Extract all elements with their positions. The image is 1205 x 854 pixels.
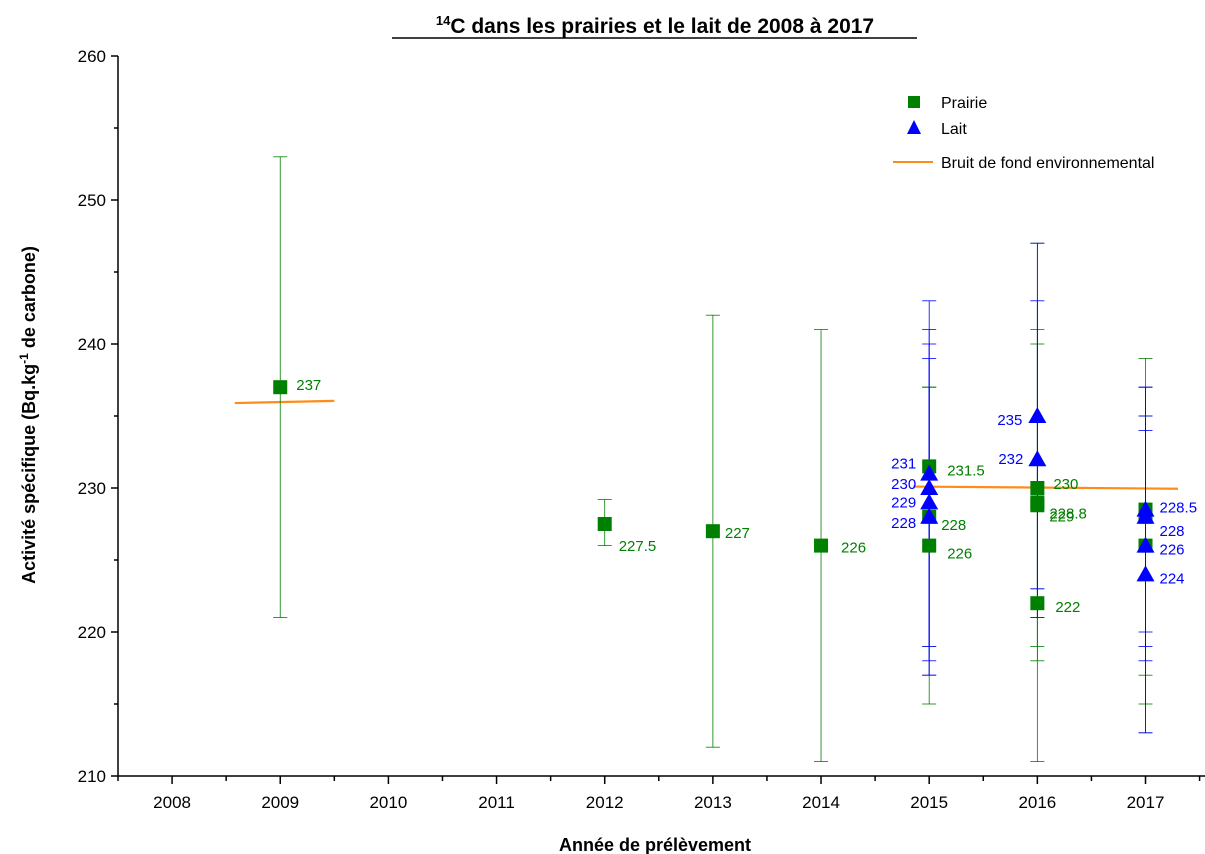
lait-marker [920,507,939,524]
prairie-marker [814,538,829,553]
x-tick-label: 2011 [478,793,515,812]
prairie-data-label: 229 [1049,508,1074,525]
lait-data-label: 231 [891,456,916,473]
chart-title: 14C dans les prairies et le lait de 2008… [436,13,874,38]
y-axis-ticks: 210 220 230 240 250 260 [78,47,118,786]
prairie-data-label: 228.8 [1049,505,1087,522]
lait-data-label: 228 [891,515,916,532]
prairie-marker [1030,495,1045,510]
lait-marker [920,493,939,510]
y-tick-label: 230 [78,479,106,498]
x-tick-label: 2017 [1127,793,1165,812]
lait-data-label: 235 [997,412,1022,429]
y-tick-label: 250 [78,191,106,210]
x-tick-label: 2016 [1018,793,1056,812]
prairie-data-label: 237 [296,377,321,394]
chart-title-superscript: 14 [436,13,451,28]
lait-marker [1136,565,1155,582]
y-axis-title-prefix: Activité spécifique (Bq.kg [19,364,39,584]
x-axis-title: Année de prélèvement [559,835,751,854]
y-tick-label: 260 [78,47,106,66]
y-axis-title-suffix: de carbone) [19,246,39,353]
y-tick-label: 210 [78,767,106,786]
x-tick-label: 2009 [261,793,299,812]
prairie-data-label: 227 [725,525,750,542]
legend-prairie-label: Prairie [941,95,987,112]
legend-background-line-label: Bruit de fond environnemental [941,155,1154,172]
chart-title-group: 14C dans les prairies et le lait de 2008… [392,13,917,39]
prairie-data-label: 226 [947,546,972,563]
prairie-marker [705,524,720,539]
lait-marker [1028,450,1047,467]
error-bars [273,156,1153,762]
x-tick-label: 2008 [153,793,191,812]
prairie-data-label: 228 [1160,523,1185,540]
data-labels: 237227.5227226231.5228226230228.82292222… [296,377,1197,616]
data-markers [273,380,1155,611]
lait-marker [1028,407,1047,423]
prairie-marker [273,380,288,395]
background-noise-lines [234,399,1178,490]
y-axis-title: Activité spécifique (Bq.kg-1 de carbone) [17,246,39,584]
prairie-marker [1030,596,1045,611]
prairie-data-label: 226 [1160,542,1185,559]
lait-data-label: 229 [891,494,916,511]
lait-marker [920,464,939,481]
legend-lait-label: Lait [941,121,967,138]
background-noise-line [912,485,1178,490]
prairie-data-label: 228.5 [1160,500,1198,517]
lait-marker [1136,536,1155,553]
lait-marker [920,479,939,495]
prairie-marker [922,538,937,553]
prairie-marker [597,517,612,531]
lait-data-label: 230 [891,476,916,493]
x-tick-label: 2012 [586,793,624,812]
prairie-data-label: 227.5 [619,538,657,555]
prairie-data-label: 230 [1053,476,1078,493]
x-tick-label: 2010 [369,793,407,812]
y-tick-label: 240 [78,335,106,354]
lait-data-label: 224 [1160,570,1185,587]
lait-data-label: 232 [998,451,1023,468]
legend-prairie-swatch [908,96,920,108]
x-tick-label: 2015 [910,793,948,812]
prairie-marker [1030,481,1045,495]
x-tick-label: 2014 [802,793,840,812]
prairie-data-label: 231.5 [947,462,985,479]
x-axis-ticks: 2008 2009 2010 2011 2012 2013 2014 2015 2016 2017 [117,776,1201,812]
prairie-data-label: 228 [941,517,966,534]
prairie-data-label: 222 [1055,599,1080,616]
chart-title-text: C dans les prairies et le lait de 2008 à… [450,15,874,38]
y-axis-title-superscript: -1 [17,353,31,364]
lait-marker [1136,507,1155,524]
x-tick-label: 2013 [694,793,732,812]
legend-lait-swatch [907,120,921,134]
legend: Prairie Lait Bruit de fond environnement… [893,95,1154,172]
prairie-data-label: 226 [841,540,866,557]
background-noise-line [234,399,335,405]
y-tick-label: 220 [78,623,106,642]
